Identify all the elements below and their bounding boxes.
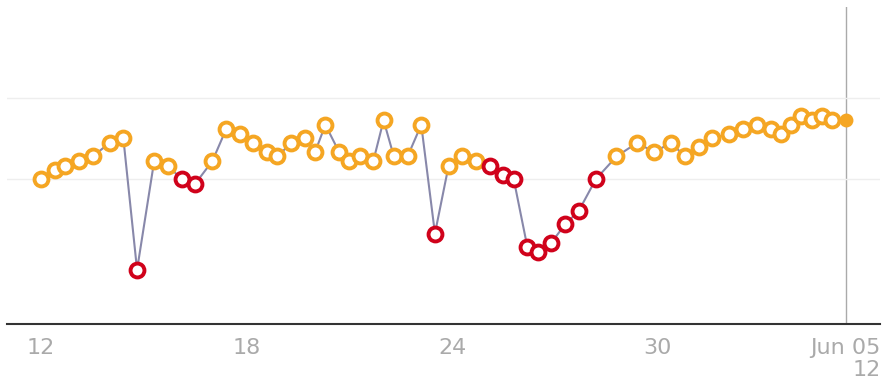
Text: 12: 12 [852, 360, 880, 380]
